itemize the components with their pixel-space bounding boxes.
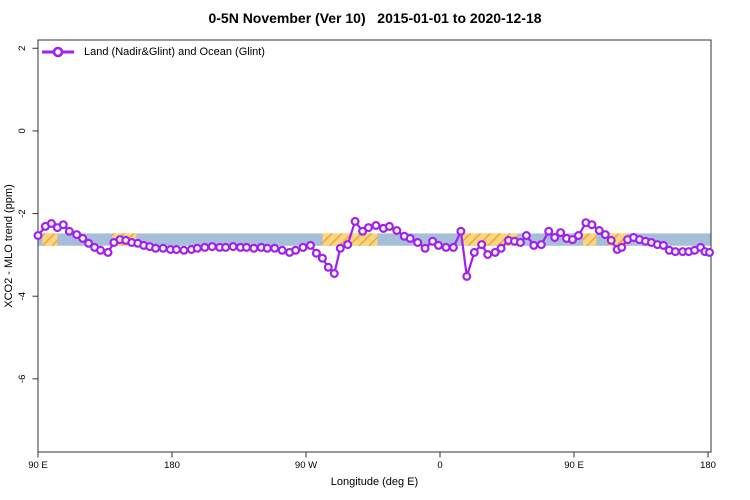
data-point-marker — [200, 242, 210, 252]
y-tick-labels: 2 0 -2 -4 -6 — [17, 46, 38, 383]
data-point-marker — [384, 221, 394, 231]
data-point-marker — [207, 242, 217, 252]
x-tick-label: 180 — [164, 460, 180, 471]
data-point-marker — [72, 230, 82, 240]
data-series — [33, 216, 714, 281]
data-point-marker — [84, 238, 94, 248]
data-point-marker — [298, 242, 308, 252]
x-tick-label: 90 E — [564, 460, 584, 471]
data-point-marker — [270, 243, 280, 253]
y-tick-label: -2 — [17, 209, 28, 217]
data-point-marker — [249, 243, 259, 253]
x-axis-title: Longitude (deg E) — [330, 476, 419, 488]
data-point-marker — [151, 243, 161, 253]
data-point-marker — [556, 228, 566, 238]
data-point-marker — [573, 231, 583, 241]
data-point-marker — [448, 242, 458, 252]
data-point-marker — [350, 216, 360, 226]
plot-box — [37, 39, 712, 453]
data-point-marker — [496, 243, 506, 253]
data-point-marker — [600, 230, 610, 240]
data-point-marker — [64, 226, 74, 236]
y-axis-title: XCO2 - MLO trend (ppm) — [3, 184, 15, 308]
data-point-marker — [317, 253, 327, 263]
data-point-marker — [550, 233, 560, 243]
data-point-marker — [33, 231, 43, 241]
data-point-marker — [515, 238, 525, 248]
data-point-marker — [329, 269, 339, 279]
data-point-marker — [179, 245, 189, 255]
y-tick-label: 0 — [17, 128, 28, 133]
data-point-marker — [462, 271, 472, 281]
data-point-marker — [311, 248, 321, 258]
data-point-marker — [392, 226, 402, 236]
data-point-marker — [172, 245, 182, 255]
data-point-marker — [483, 250, 493, 260]
data-point-marker — [371, 221, 381, 231]
data-point-marker — [192, 243, 202, 253]
band-highlight-segment — [462, 233, 518, 246]
x-tick-label: 180 — [700, 460, 716, 471]
data-point-marker — [567, 235, 577, 245]
data-point-marker — [529, 240, 539, 250]
data-point-marker — [617, 242, 627, 252]
data-point-marker — [277, 245, 287, 255]
legend: Land (Nadir&Glint) and Ocean (Glint) — [41, 46, 265, 58]
data-point-marker — [158, 243, 168, 253]
data-point-marker — [306, 240, 316, 250]
data-point-marker — [428, 236, 438, 246]
data-point-marker — [46, 219, 56, 229]
data-point-marker — [544, 226, 554, 236]
y-tick-label: -4 — [17, 292, 28, 300]
data-point-marker — [335, 243, 345, 253]
data-point-marker — [291, 245, 301, 255]
data-point-marker — [587, 220, 597, 230]
data-point-marker — [477, 240, 487, 250]
data-point-marker — [456, 226, 466, 236]
data-point-marker — [536, 240, 546, 250]
x-tick-labels: 90 E 180 90 W 0 90 E 180 — [28, 452, 716, 471]
data-point-marker — [323, 262, 333, 272]
data-point-marker — [413, 238, 423, 248]
y-tick-label: -6 — [17, 375, 28, 383]
data-point-marker — [58, 220, 68, 230]
data-point-marker — [262, 243, 272, 253]
x-tick-label: 90 W — [295, 460, 317, 471]
series-line — [36, 220, 711, 278]
data-point-marker — [704, 247, 714, 257]
data-point-marker — [78, 233, 88, 243]
data-point-marker — [364, 223, 374, 233]
data-point-marker — [441, 242, 451, 252]
data-point-marker — [606, 235, 616, 245]
data-point-marker — [670, 247, 680, 257]
data-point-marker — [434, 240, 444, 250]
data-point-marker — [658, 240, 668, 250]
legend-marker-icon — [42, 46, 74, 58]
data-point-marker — [221, 242, 231, 252]
data-point-marker — [420, 243, 430, 253]
data-point-marker — [103, 247, 113, 257]
data-point-marker — [242, 242, 252, 252]
band-highlight-segment — [582, 233, 597, 246]
y-tick-label: 2 — [17, 46, 28, 51]
legend-label: Land (Nadir&Glint) and Ocean (Glint) — [84, 46, 265, 58]
chart-title: 0-5N November (Ver 10) 2015-01-01 to 202… — [208, 10, 542, 26]
data-point-marker — [521, 231, 531, 241]
data-point-marker — [95, 245, 105, 255]
band-highlight-segment — [42, 233, 58, 246]
x-tick-label: 90 E — [28, 460, 48, 471]
data-point-marker — [405, 233, 415, 243]
data-point-marker — [490, 247, 500, 257]
data-point-marker — [469, 247, 479, 257]
data-point-marker — [343, 240, 353, 250]
axes: 90 E 180 90 W 0 90 E 180 2 0 -2 -4 -6 — [17, 39, 716, 471]
data-point-marker — [594, 226, 604, 236]
x-tick-label: 0 — [437, 460, 442, 471]
data-point-marker — [228, 242, 238, 252]
